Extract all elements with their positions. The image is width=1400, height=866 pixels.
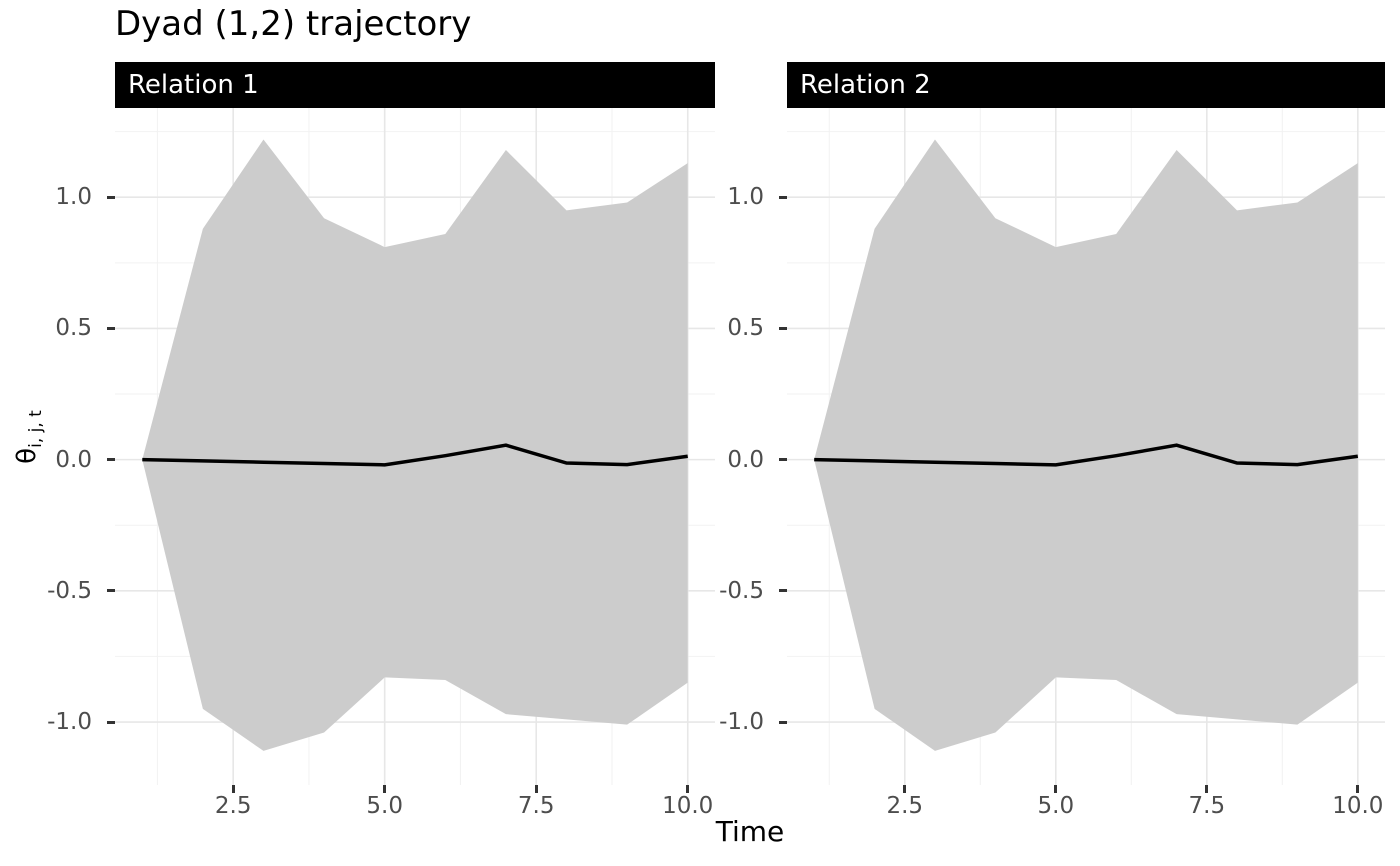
y-tick-label: -1.0 <box>719 709 764 736</box>
y-tick-mark <box>107 326 115 330</box>
x-tick-label: 10.0 <box>662 793 714 819</box>
panel-plot-area <box>787 108 1385 785</box>
x-tick-label: 5.0 <box>1037 793 1075 819</box>
x-tick-mark <box>231 785 235 793</box>
x-tick-label: 2.5 <box>886 793 924 819</box>
y-tick-label: 1.0 <box>55 184 92 211</box>
y-tick-mark <box>107 720 115 724</box>
x-tick-label: 10.0 <box>1332 793 1384 819</box>
y-tick-mark <box>107 195 115 199</box>
x-tick-label: 7.5 <box>1188 793 1226 819</box>
y-tick-label: -0.5 <box>719 577 764 604</box>
mean-trajectory-line <box>142 443 688 467</box>
panel-plot-area <box>115 108 715 785</box>
facet-strip: Relation 2 <box>787 62 1385 108</box>
y-tick-mark <box>779 195 787 199</box>
x-tick-label: 5.0 <box>366 793 403 819</box>
y-tick-mark <box>779 720 787 724</box>
y-tick-mark <box>779 326 787 330</box>
y-tick-label: 0.0 <box>55 446 92 473</box>
facet-strip-label: Relation 1 <box>128 70 259 100</box>
x-tick-label: 7.5 <box>517 793 555 819</box>
y-tick-label: 0.5 <box>727 315 764 342</box>
y-tick-mark <box>779 458 787 462</box>
x-tick-mark <box>1054 785 1058 793</box>
y-tick-label: 0.0 <box>727 446 764 473</box>
y-tick-label: 0.5 <box>55 315 92 342</box>
x-axis-title: Time <box>715 815 785 848</box>
y-tick-label: 1.0 <box>727 184 764 211</box>
x-tick-mark <box>534 785 538 793</box>
panel <box>115 108 715 785</box>
y-axis-title-subscript: i, j, t <box>26 410 47 448</box>
y-tick-mark <box>779 589 787 593</box>
x-tick-mark <box>1205 785 1209 793</box>
credible-interval-ribbon <box>142 139 688 751</box>
x-tick-mark <box>686 785 690 793</box>
x-tick-mark <box>1356 785 1360 793</box>
x-tick-mark <box>383 785 387 793</box>
y-tick-label: -0.5 <box>47 577 92 604</box>
facet-strip: Relation 1 <box>115 62 715 108</box>
facet-relation-2: Relation 2 -1.0 -0.5 0.0 0.5 1.0 2.5 5.0 7.5 10.… <box>719 0 1385 866</box>
y-tick-mark <box>107 589 115 593</box>
credible-interval-ribbon <box>814 139 1358 751</box>
facet-strip-label: Relation 2 <box>800 70 931 100</box>
facet-relation-1: Relation 1 -1.0 -0.5 0.0 0.5 1.0 2.5 5.0 7.5 10.… <box>47 0 715 866</box>
panel <box>787 108 1385 785</box>
x-tick-label: 2.5 <box>214 793 252 819</box>
mean-trajectory-line <box>814 443 1359 467</box>
plot-title: Dyad (1,2) trajectory <box>115 4 472 44</box>
y-tick-mark <box>107 458 115 462</box>
x-tick-mark <box>903 785 907 793</box>
y-tick-label: -1.0 <box>47 709 92 736</box>
